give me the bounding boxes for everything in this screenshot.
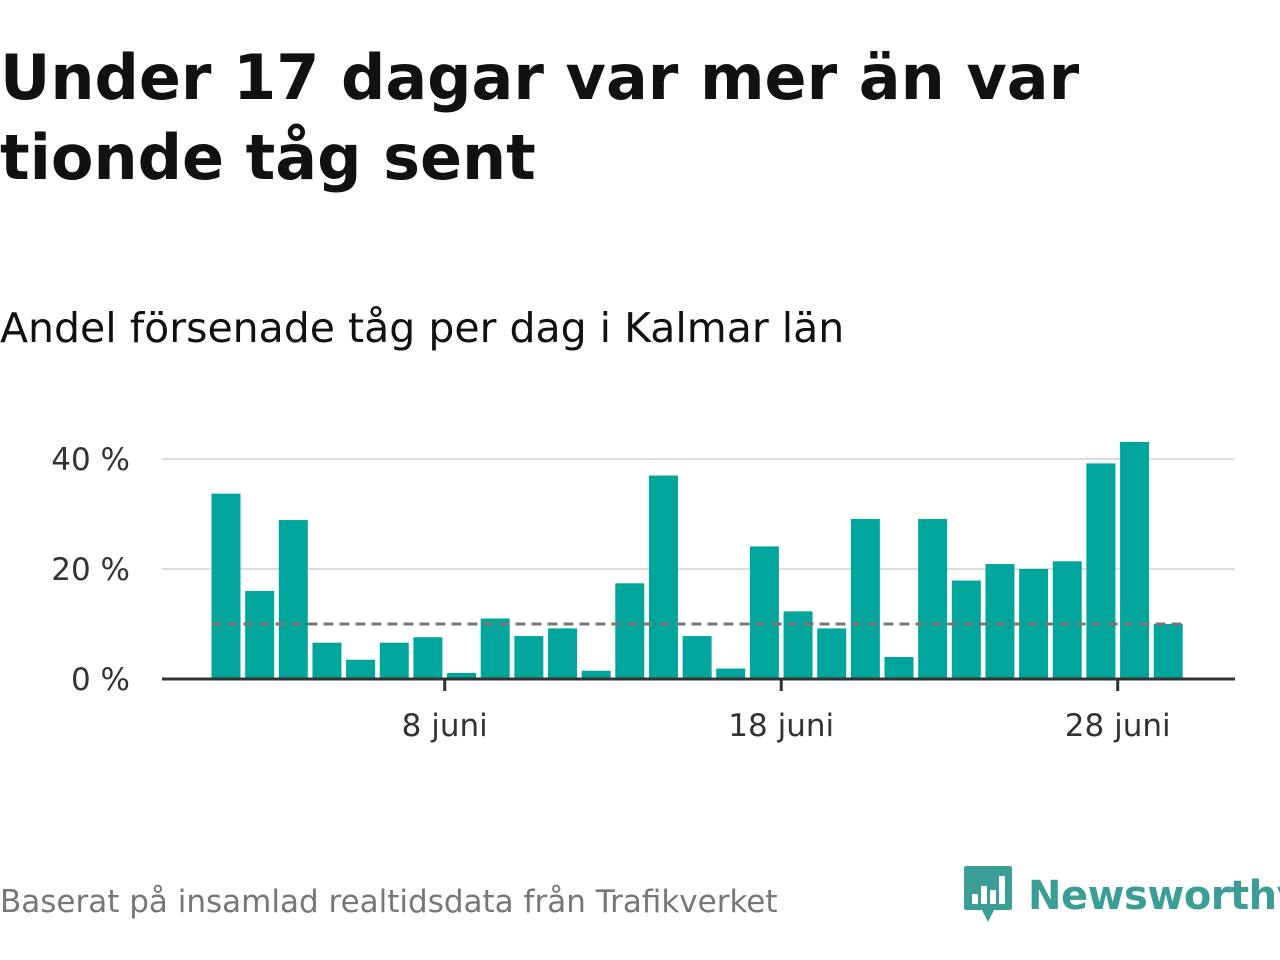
bar — [951, 580, 981, 679]
bar — [783, 611, 813, 679]
chart-subtitle: Andel försenade tåg per dag i Kalmar län — [0, 304, 845, 352]
bar — [648, 475, 678, 679]
bar — [749, 546, 779, 679]
bars — [211, 441, 1183, 679]
bar — [548, 628, 577, 679]
chart-title: Under 17 dagar var mer än var tionde tåg… — [0, 41, 1080, 194]
gridlines — [162, 458, 1235, 570]
bar — [447, 672, 477, 679]
bar — [581, 670, 611, 679]
bar — [918, 518, 948, 679]
bar — [1086, 463, 1116, 679]
newsworthy-bar-chart-icon — [962, 864, 1014, 928]
bar — [817, 628, 847, 679]
bar — [346, 659, 376, 679]
bar — [413, 637, 443, 679]
bar — [985, 564, 1015, 679]
bar — [211, 493, 241, 679]
y-tick-label: 0 % — [71, 662, 130, 698]
y-tick-label: 20 % — [51, 552, 130, 588]
newsworthy-logo-text: Newsworthy — [1028, 873, 1280, 919]
x-tick-label: 8 juni — [402, 708, 488, 744]
newsworthy-logo[interactable]: Newsworthy — [962, 864, 1280, 928]
bar — [312, 642, 342, 679]
bar — [716, 668, 746, 679]
bar — [682, 636, 712, 679]
x-tick-label: 28 juni — [1065, 708, 1171, 744]
bar — [480, 618, 510, 679]
source-footer: Baserat på insamlad realtidsdata från Tr… — [0, 884, 778, 920]
y-tick-label: 40 % — [51, 442, 130, 478]
bar — [278, 520, 308, 679]
bar — [1153, 624, 1183, 679]
bar — [884, 657, 914, 679]
bar — [379, 642, 409, 679]
x-tick-label: 18 juni — [728, 708, 834, 744]
bar — [514, 636, 544, 679]
bar — [850, 518, 880, 679]
bar — [615, 583, 645, 679]
bar — [1052, 561, 1082, 679]
bar — [1120, 441, 1150, 679]
bar-chart: 0 % 20 % 40 % 8 juni 18 juni 28 juni — [51, 441, 1235, 744]
axes: 0 % 20 % 40 % 8 juni 18 juni 28 juni — [51, 442, 1235, 744]
bar — [245, 591, 275, 679]
